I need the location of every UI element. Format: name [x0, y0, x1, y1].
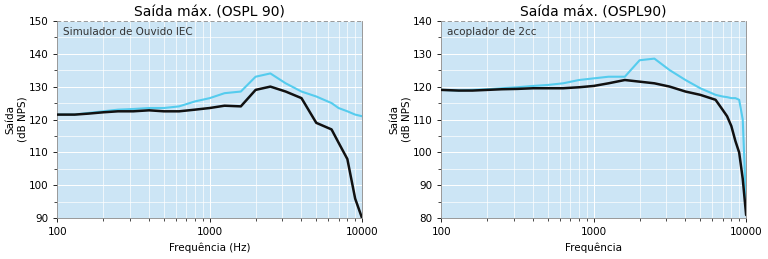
- Y-axis label: Saída
(dB NPS): Saída (dB NPS): [5, 97, 27, 142]
- X-axis label: Frequência (Hz): Frequência (Hz): [169, 243, 250, 254]
- Text: acoplador de 2cc: acoplador de 2cc: [448, 27, 537, 37]
- X-axis label: Frequência: Frequência: [565, 243, 622, 254]
- Title: Saída máx. (OSPL90): Saída máx. (OSPL90): [521, 5, 667, 20]
- Text: Simulador de Ouvido IEC: Simulador de Ouvido IEC: [64, 27, 194, 37]
- Y-axis label: Saída
(dB NPS): Saída (dB NPS): [389, 97, 411, 142]
- Title: Saída máx. (OSPL 90): Saída máx. (OSPL 90): [134, 5, 285, 20]
